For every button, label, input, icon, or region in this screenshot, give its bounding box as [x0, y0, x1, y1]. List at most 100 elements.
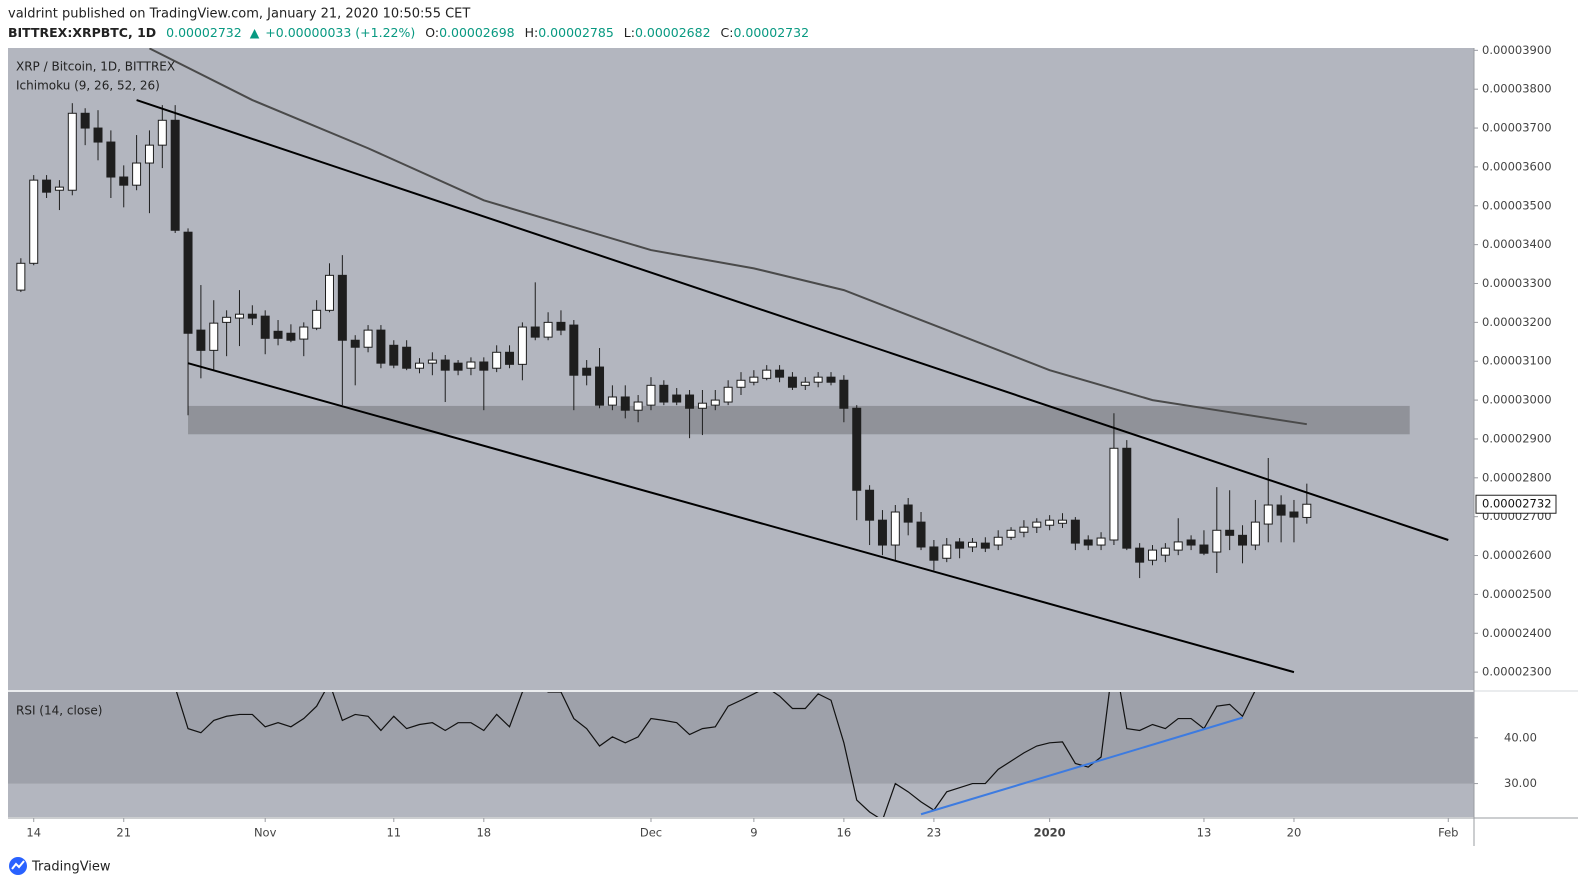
candle-body — [865, 489, 875, 521]
rsi-y-tick-label: 30.00 — [1504, 776, 1537, 790]
candle-body — [119, 176, 129, 186]
candle-body — [466, 361, 476, 369]
candle-body — [325, 274, 334, 311]
x-tick-label: 18 — [476, 826, 491, 840]
candle-body — [877, 519, 887, 546]
candle-body — [890, 511, 900, 546]
symbol: BITTREX:XRPBTC, 1D — [8, 25, 156, 40]
candle-body — [1096, 537, 1106, 546]
candle-body — [54, 186, 64, 191]
y-tick-label: 0.00003900 — [1482, 43, 1552, 57]
candle-body — [234, 313, 244, 319]
candle-body — [1148, 549, 1157, 561]
candle-body — [157, 119, 167, 146]
x-tick-label: Feb — [1438, 826, 1458, 840]
candle-body — [787, 376, 797, 388]
candle-body — [93, 127, 103, 143]
candle-body — [492, 351, 502, 369]
candle-body — [415, 362, 424, 369]
rsi-trendline — [920, 716, 1243, 816]
low-value: 0.00002682 — [635, 25, 711, 40]
candle-body — [376, 329, 386, 364]
x-tick-label: 13 — [1197, 826, 1212, 840]
candle-body — [209, 322, 219, 351]
y-tick-label: 0.00002400 — [1482, 626, 1552, 640]
candle-body — [505, 351, 515, 365]
candle-body — [736, 379, 746, 388]
candle-body — [582, 367, 592, 376]
candle-body — [1276, 504, 1286, 516]
candle-body — [620, 396, 630, 411]
brand-logo: TradingView — [9, 857, 111, 875]
last-price-box — [1475, 494, 1557, 514]
x-tick-label: Dec — [640, 826, 662, 840]
candle-body — [1212, 529, 1222, 553]
y-tick-label: 0.00002800 — [1482, 470, 1552, 484]
candle-body — [826, 376, 836, 383]
x-tick-label: 11 — [386, 826, 401, 840]
y-tick-label: 0.00002300 — [1482, 665, 1552, 679]
candle-body — [440, 359, 450, 371]
candle-body — [1186, 539, 1196, 546]
y-tick-label: 0.00003300 — [1482, 276, 1552, 290]
candle-body — [42, 179, 52, 193]
candle-body — [170, 119, 180, 231]
x-tick-label: Nov — [254, 826, 277, 840]
x-tick-label: 9 — [750, 826, 757, 840]
y-tick-label: 0.00003700 — [1482, 121, 1552, 135]
x-tick-label: 20 — [1287, 826, 1302, 840]
publish-info: valdrint published on TradingView.com, J… — [8, 7, 470, 22]
candle-body — [1302, 503, 1312, 518]
candle-body — [402, 346, 412, 369]
candle-body — [980, 542, 990, 549]
rsi-plot — [8, 692, 1474, 817]
candle-body — [337, 274, 347, 341]
y-tick-label: 0.00002600 — [1482, 548, 1552, 562]
candle-body — [363, 329, 373, 348]
last-price: 0.00002732 — [166, 25, 242, 40]
low-label: L: — [624, 25, 635, 40]
candle-body — [800, 381, 810, 386]
candle-body — [1289, 511, 1299, 518]
candle-body — [196, 329, 206, 351]
candle-body — [672, 394, 682, 403]
candle-body — [749, 376, 759, 383]
candle-body — [29, 179, 39, 264]
rsi-y-tick-label: 40.00 — [1504, 730, 1537, 744]
candle-body — [569, 324, 579, 376]
candle-body — [556, 321, 566, 331]
candle-body — [646, 384, 656, 406]
rsi-label: RSI (14, close) — [16, 704, 102, 718]
candle-body — [132, 162, 142, 186]
candle-body — [286, 332, 296, 341]
candle-body — [453, 362, 463, 371]
candle-body — [813, 376, 823, 383]
candle-body — [697, 402, 707, 409]
candle-body — [633, 401, 643, 411]
main-plot — [16, 48, 1449, 674]
candle-body — [993, 536, 1003, 546]
indicator-label: Ichimoku (9, 26, 52, 26) — [16, 79, 160, 93]
price-zone — [188, 405, 1410, 435]
candle-body — [1173, 541, 1183, 551]
x-tick-label: 21 — [116, 826, 131, 840]
candle-body — [595, 366, 605, 406]
candle-body — [607, 396, 617, 406]
candle-body — [852, 407, 862, 491]
candle-body — [1019, 526, 1029, 533]
x-tick-label: 14 — [26, 826, 41, 840]
candle-body — [479, 361, 489, 371]
candle-body — [1199, 544, 1209, 554]
x-tick-label: 23 — [927, 826, 942, 840]
candle-body — [183, 231, 193, 334]
moving-average-line — [149, 48, 1307, 426]
y-tick-label: 0.00003800 — [1482, 82, 1552, 96]
y-tick-label: 0.00003400 — [1482, 237, 1552, 251]
main-pane — [8, 48, 1474, 690]
y-tick-label: 0.00003000 — [1482, 393, 1552, 407]
candle-body — [1109, 447, 1119, 541]
candle-body — [1122, 447, 1132, 549]
rsi-band — [8, 692, 1474, 784]
candle-body — [1045, 519, 1055, 526]
